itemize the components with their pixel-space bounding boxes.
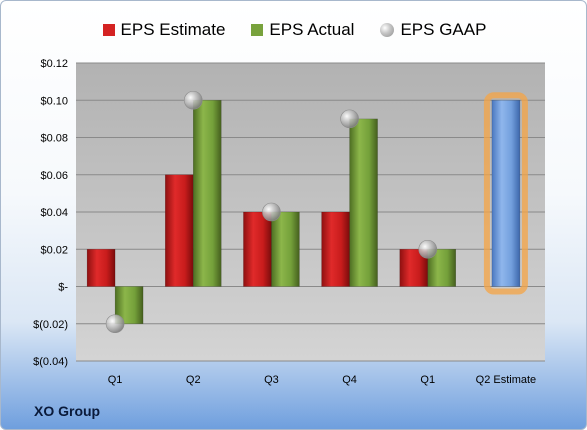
- gridlines: [76, 62, 545, 362]
- legend: EPS Estimate EPS Actual EPS GAAP: [1, 18, 586, 42]
- forecast-highlight: [483, 92, 528, 295]
- gaap-marker: [418, 239, 438, 259]
- company-name: XO Group: [34, 403, 101, 419]
- bar-eps-actual: [349, 118, 378, 287]
- bar-eps-estimate: [165, 174, 194, 287]
- bar-eps-forecast: [491, 100, 521, 287]
- y-axis-ticks: $(0.04) $(0.02) $- $0.02 $0.04 $0.06 $0.08 $0.1…: [33, 58, 68, 368]
- x-tick-label: Q1: [420, 374, 435, 386]
- y-tick-label: $0.08: [40, 133, 68, 145]
- y-tick-label: $0.04: [40, 207, 68, 219]
- y-tick-label: $-: [58, 282, 68, 294]
- bars: [86, 92, 528, 324]
- legend-item-eps-estimate: EPS Estimate: [102, 20, 226, 40]
- y-tick-label: $(0.02): [33, 319, 68, 331]
- y-tick-label: $0.06: [40, 170, 68, 182]
- y-tick-label: $0.02: [40, 244, 68, 256]
- gaap-markers: [105, 90, 438, 334]
- legend-swatch-eps-actual: [251, 24, 264, 36]
- x-axis-ticks: Q1 Q2 Q3 Q4 Q1 Q2 Estimate: [108, 374, 536, 386]
- gaap-marker: [183, 90, 203, 110]
- gaap-marker: [105, 314, 125, 334]
- bar-eps-estimate: [321, 211, 350, 287]
- y-tick-label: $0.10: [40, 95, 68, 107]
- x-tick-label: Q2 Estimate: [476, 374, 537, 386]
- legend-swatch-eps-estimate: [102, 24, 115, 36]
- x-tick-label: Q3: [264, 374, 279, 386]
- legend-item-eps-actual: EPS Actual: [251, 20, 354, 40]
- bar-eps-estimate: [86, 249, 116, 287]
- legend-item-eps-gaap: EPS GAAP: [380, 20, 486, 40]
- legend-label-eps-estimate: EPS Estimate: [120, 20, 226, 39]
- legend-label-eps-actual: EPS Actual: [269, 20, 355, 39]
- gaap-marker: [262, 202, 281, 222]
- y-tick-label: $(0.04): [33, 356, 68, 368]
- x-tick-label: Q1: [108, 374, 123, 386]
- legend-swatch-eps-gaap: [380, 23, 395, 37]
- legend-label-eps-gaap: EPS GAAP: [400, 20, 487, 39]
- y-tick-label: $0.12: [40, 58, 68, 70]
- bar-eps-actual: [271, 211, 300, 287]
- bar-eps-actual: [193, 100, 222, 287]
- x-tick-label: Q4: [342, 374, 357, 386]
- x-tick-label: Q2: [186, 374, 201, 386]
- gaap-marker: [340, 109, 359, 129]
- bar-eps-estimate: [243, 211, 272, 287]
